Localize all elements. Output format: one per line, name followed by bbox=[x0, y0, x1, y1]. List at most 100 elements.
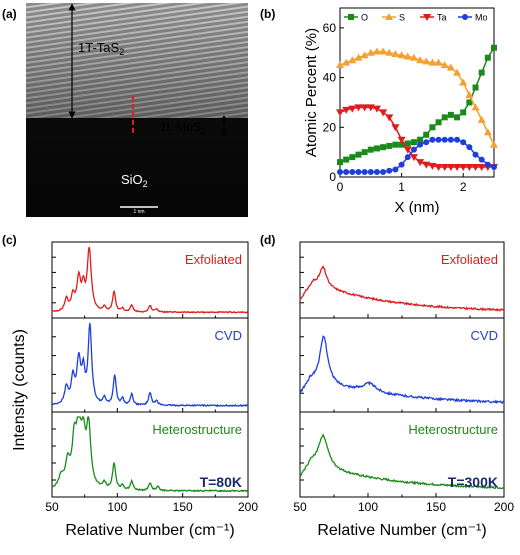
data-point bbox=[391, 124, 400, 132]
data-point bbox=[453, 68, 462, 76]
data-point bbox=[354, 104, 363, 112]
data-point bbox=[348, 14, 354, 20]
data-point bbox=[343, 156, 350, 163]
legend-entry-mo: Mo bbox=[458, 13, 488, 23]
y-tick-label: 0 bbox=[329, 170, 336, 184]
data-point bbox=[342, 106, 351, 114]
panel-b-xlabel: X (nm) bbox=[395, 199, 440, 216]
data-point bbox=[360, 104, 369, 112]
data-point bbox=[446, 63, 455, 71]
data-point bbox=[446, 164, 455, 172]
data-point bbox=[417, 136, 424, 143]
subpanel-exfoliated: Exfoliated bbox=[299, 241, 505, 319]
x-tick-label: 150 bbox=[173, 500, 193, 514]
data-point bbox=[454, 114, 461, 121]
data-point bbox=[337, 169, 343, 176]
data-point bbox=[465, 164, 474, 172]
panel-a-tem: 1T-TaS2 1L MoS2 SiO2 1 nm bbox=[26, 3, 248, 217]
data-point bbox=[478, 156, 485, 163]
spectrum-line bbox=[51, 246, 249, 314]
subpanel-label: Exfoliated bbox=[441, 252, 498, 267]
data-point bbox=[423, 14, 431, 21]
spectrum-line bbox=[299, 433, 505, 490]
data-point bbox=[366, 48, 375, 56]
y-tick-label: 60 bbox=[323, 21, 337, 35]
data-point bbox=[372, 105, 381, 113]
data-point bbox=[429, 124, 436, 131]
subpanel-cvd: CVD bbox=[299, 317, 505, 413]
x-tick-label: 50 bbox=[293, 500, 307, 514]
data-point bbox=[372, 47, 381, 55]
data-point bbox=[484, 54, 491, 61]
data-point bbox=[404, 140, 411, 147]
panel-b-frame bbox=[339, 7, 495, 178]
data-point bbox=[373, 145, 380, 152]
data-point bbox=[392, 141, 399, 148]
data-point bbox=[360, 51, 369, 59]
data-point bbox=[403, 52, 412, 60]
data-point bbox=[380, 144, 387, 151]
x-tick-label: 200 bbox=[494, 500, 514, 514]
data-point bbox=[367, 169, 374, 176]
data-point bbox=[465, 90, 474, 98]
panel-c-chart: Exfoliated CVD Heterostructure 50 100 150 200 R… bbox=[45, 241, 258, 539]
x-axis-label: Relative Number (cm⁻¹) bbox=[317, 522, 486, 539]
panel-label-d: (d) bbox=[260, 233, 275, 247]
panel-d-chart: Exfoliated CVD Heterostructure 50 100 150 200 R… bbox=[293, 241, 514, 539]
data-point bbox=[355, 169, 362, 176]
data-point bbox=[385, 48, 394, 56]
data-point bbox=[477, 164, 486, 172]
data-point bbox=[367, 146, 374, 153]
spectrum-line bbox=[299, 335, 505, 405]
data-point bbox=[409, 154, 418, 162]
data-point bbox=[459, 78, 468, 86]
data-point bbox=[478, 69, 485, 76]
series-line bbox=[339, 106, 494, 168]
mos2-label: 1L MoS2 bbox=[160, 120, 206, 136]
data-point bbox=[398, 161, 405, 168]
data-point bbox=[491, 44, 497, 51]
temperature-annotation: T=80K bbox=[200, 474, 242, 490]
subpanel-heterostructure: Heterostructure bbox=[51, 411, 249, 498]
data-point bbox=[454, 136, 461, 143]
series-ta bbox=[336, 104, 498, 172]
data-point bbox=[361, 149, 368, 156]
data-point bbox=[434, 58, 443, 66]
subpanel-label: CVD bbox=[215, 328, 242, 343]
legend-label: Mo bbox=[475, 13, 488, 23]
data-point bbox=[447, 111, 454, 118]
series-mo bbox=[337, 136, 497, 176]
data-point bbox=[342, 58, 351, 66]
legend-entry-o: O bbox=[344, 13, 368, 23]
subpanel-label: Heterostructure bbox=[152, 422, 242, 437]
spectrum-line bbox=[51, 416, 249, 493]
data-point bbox=[471, 164, 480, 172]
data-point bbox=[472, 84, 479, 91]
data-point bbox=[416, 56, 425, 64]
x-tick-label: 200 bbox=[238, 500, 258, 514]
x-axis-label: Relative Number (cm⁻¹) bbox=[65, 522, 234, 539]
data-point bbox=[484, 161, 491, 168]
data-point bbox=[410, 139, 417, 146]
legend-entry-s: S bbox=[382, 13, 405, 23]
data-point bbox=[441, 136, 448, 143]
data-point bbox=[459, 164, 468, 172]
data-point bbox=[428, 162, 437, 170]
y-tick-label: 20 bbox=[323, 120, 337, 134]
legend-label: Ta bbox=[437, 13, 447, 23]
panel-label-b: (b) bbox=[260, 7, 275, 21]
legend-label: O bbox=[361, 13, 368, 23]
data-point bbox=[471, 103, 480, 111]
panel-b-chart: 0 20 40 60 0 1 2 X (nm) Atomic Percent (%) O S Ta Mo bbox=[303, 7, 498, 216]
legend-label: S bbox=[399, 13, 405, 23]
spectrum-line bbox=[51, 322, 249, 408]
data-point bbox=[428, 58, 437, 66]
data-point bbox=[354, 53, 363, 61]
data-point bbox=[453, 164, 462, 172]
data-point bbox=[386, 142, 393, 149]
subpanel-label: Heterostructure bbox=[408, 422, 498, 437]
spectrum-line bbox=[299, 265, 505, 312]
data-point bbox=[409, 53, 418, 61]
data-point bbox=[435, 119, 442, 126]
